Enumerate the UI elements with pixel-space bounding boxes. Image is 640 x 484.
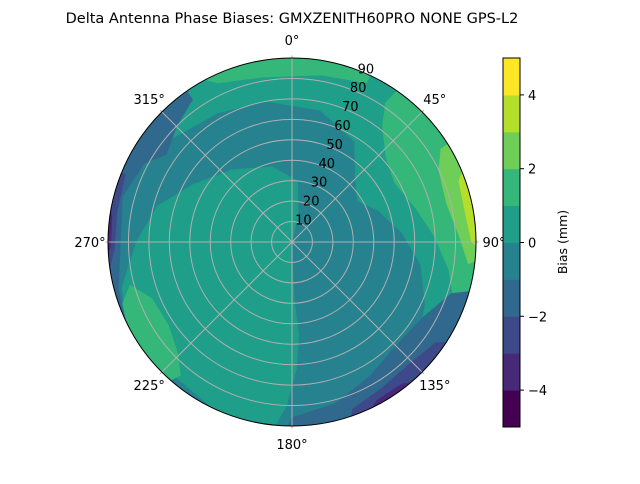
radial-tick-label: 30: [311, 176, 328, 191]
colorbar-swatch: [503, 94, 520, 133]
polar-grid: [105, 55, 479, 429]
colorbar-tick-label: 0: [528, 237, 536, 252]
colorbar: −4 −2 0 2 4: [502, 57, 547, 428]
axis-labels: 0° 45° 90° 135° 180° 225° 270° 315° 10 20 30 40 50 60…: [74, 34, 505, 453]
colorbar-swatch: [503, 205, 520, 243]
radial-tick-label: 20: [303, 195, 320, 210]
colorbar-swatch: [503, 353, 520, 391]
angular-tick-label: 135°: [419, 379, 450, 394]
radial-tick-label: 90: [358, 62, 375, 77]
colorbar-label: Bias (mm): [555, 210, 570, 274]
angular-gridline: [159, 109, 293, 243]
colorbar-swatch: [503, 131, 520, 170]
angular-tick-label: 0°: [285, 34, 300, 49]
angular-gridline: [159, 241, 293, 375]
colorbar-tick-label: 2: [528, 163, 536, 178]
angular-tick-label: 90°: [482, 236, 505, 251]
radial-tick-label: 70: [342, 100, 359, 115]
angular-tick-label: 270°: [74, 236, 105, 251]
colorbar-swatch: [503, 58, 520, 96]
colorbar-tick-label: 4: [528, 89, 536, 104]
colorbar-swatch: [503, 242, 520, 280]
colorbar-swatch: [503, 316, 520, 354]
angular-tick-label: 180°: [276, 438, 307, 453]
polar-frame: [107, 57, 477, 427]
colorbar-swatch: [503, 168, 520, 207]
colorbar-swatch: [503, 279, 520, 317]
colorbar-swatch: [503, 390, 520, 428]
angular-tick-label: 45°: [423, 93, 446, 108]
radial-tick-label: 40: [319, 157, 336, 172]
colorbar-tick-label: −4: [528, 384, 547, 399]
chart-title: Delta Antenna Phase Biases: GMXZENITH60P…: [66, 11, 519, 27]
radial-tick-label: 80: [350, 81, 367, 96]
angular-tick-label: 225°: [134, 379, 165, 394]
angular-tick-label: 315°: [134, 93, 165, 108]
radial-tick-label: 60: [334, 119, 351, 134]
angular-gridline: [291, 109, 425, 243]
radial-tick-label: 10: [295, 213, 312, 228]
colorbar-tick-label: −2: [528, 310, 547, 325]
angular-gridline: [291, 241, 425, 375]
radial-tick-label: 50: [326, 138, 343, 153]
